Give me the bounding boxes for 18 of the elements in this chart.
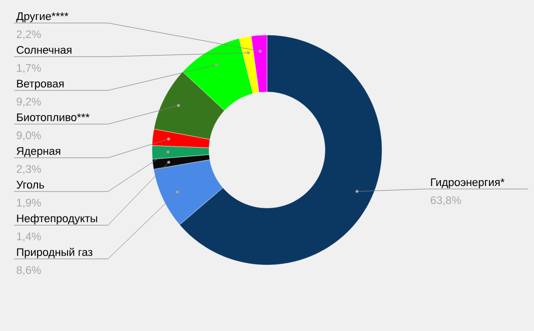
slice-label: Ветровая xyxy=(17,80,64,90)
data-label: 2,2% xyxy=(16,30,41,40)
slice-label: Уголь xyxy=(16,180,44,189)
slice-label: Солнечная xyxy=(16,46,72,54)
data-label: 1,9% xyxy=(17,198,41,208)
data-label: 1,4% xyxy=(17,232,41,242)
data-label: 8,6% xyxy=(16,266,41,276)
data-label: 9,0% xyxy=(16,131,41,140)
slice-label: Природный газ xyxy=(17,248,92,258)
slice-label: Другие**** xyxy=(16,12,68,22)
slice-label: Ядерная xyxy=(16,147,60,158)
data-label: 2,3% xyxy=(16,165,41,174)
slice-label: Биотопливо*** xyxy=(17,114,90,122)
data-label: 9,2% xyxy=(16,98,41,107)
slice-label: Гидроэнергия* xyxy=(431,178,504,188)
data-label: 1,7% xyxy=(17,64,41,74)
slice-label: Нефтепродукты xyxy=(17,214,98,224)
data-label: 63,8% xyxy=(430,196,461,206)
